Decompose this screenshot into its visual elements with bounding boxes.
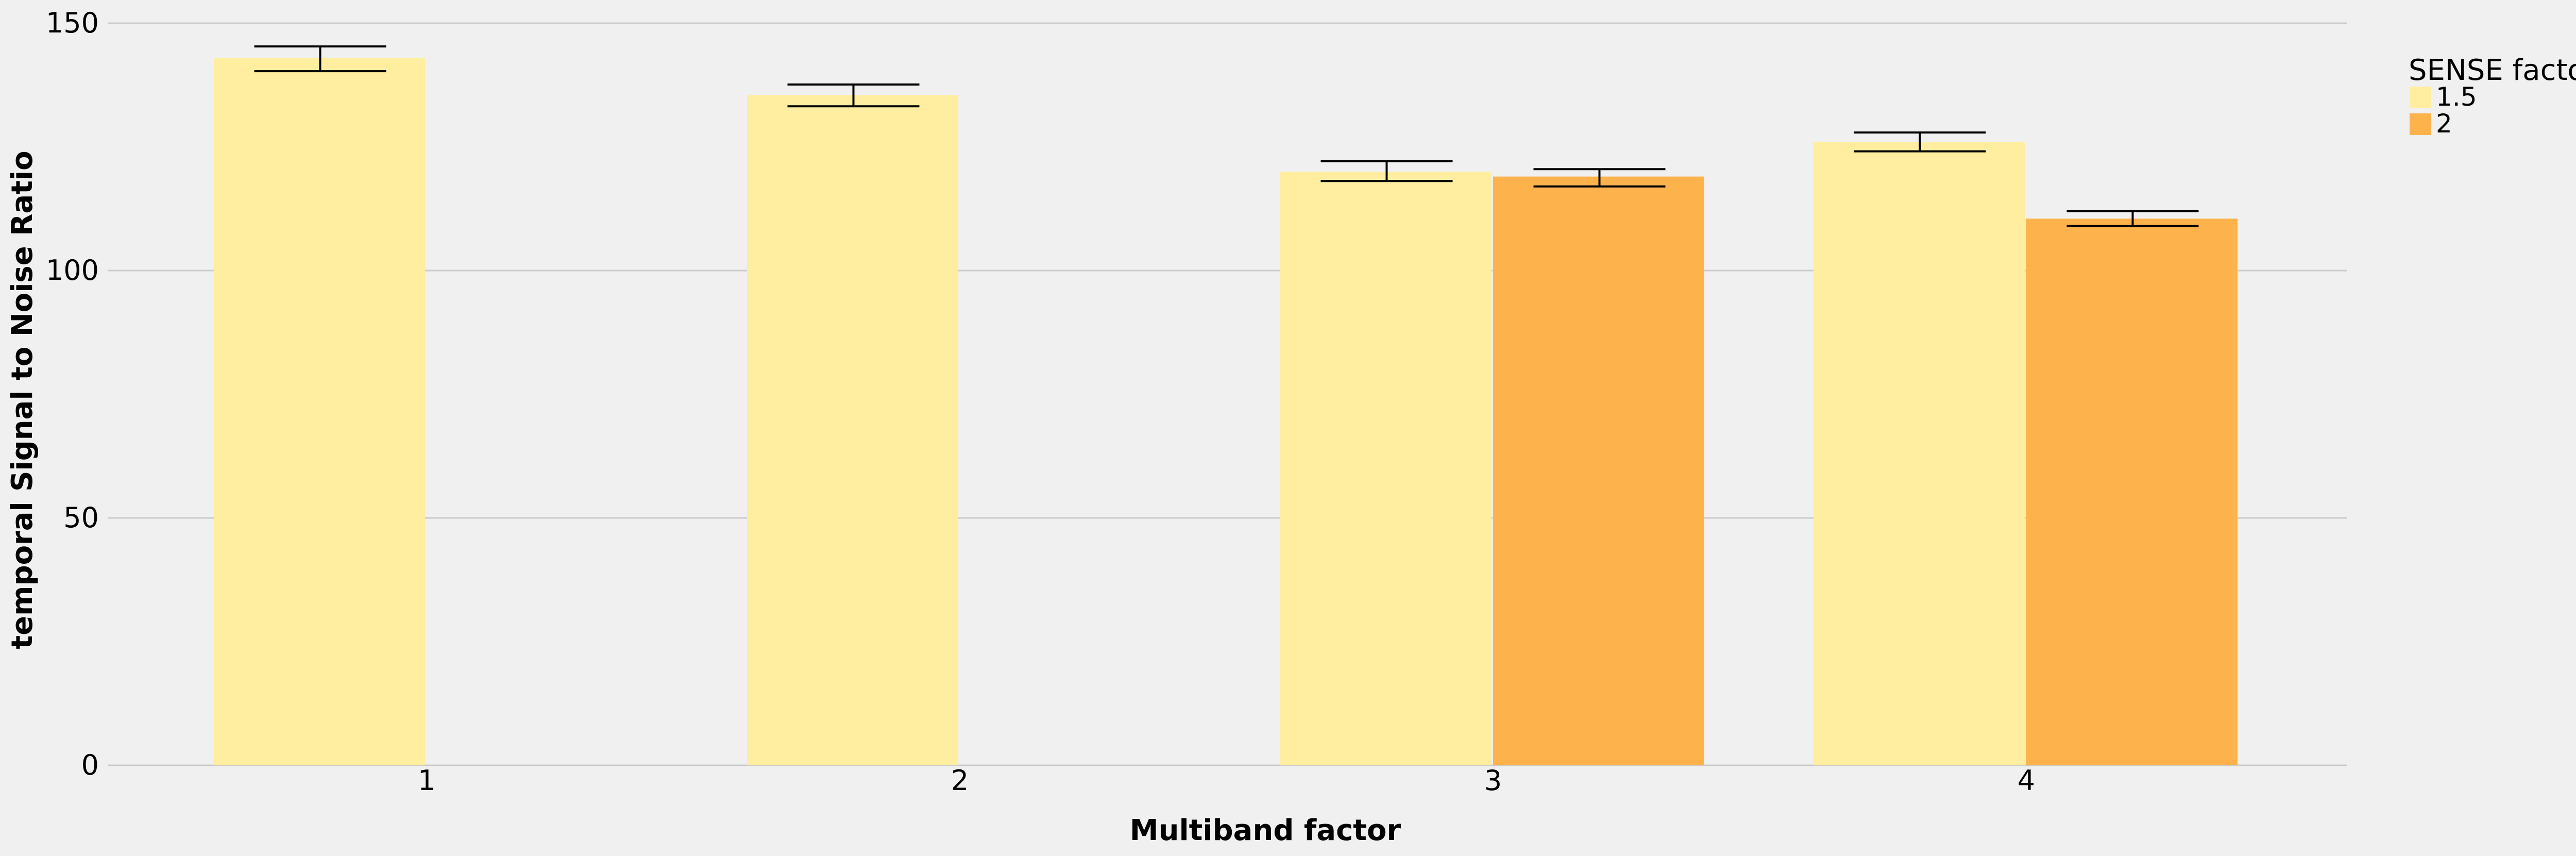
legend-swatch bbox=[2410, 113, 2431, 135]
bar bbox=[747, 95, 958, 766]
y-tick-label: 0 bbox=[81, 749, 99, 781]
x-tick-label: 3 bbox=[1484, 764, 1502, 797]
bar bbox=[214, 58, 425, 766]
legend-title: SENSE factor bbox=[2409, 54, 2576, 87]
legend-label: 1.5 bbox=[2436, 82, 2477, 112]
y-tick-label: 150 bbox=[46, 7, 99, 39]
y-tick-label: 50 bbox=[63, 501, 99, 534]
y-tick-labels: 0 50 100 150 bbox=[46, 7, 99, 781]
x-tick-label: 1 bbox=[418, 764, 435, 797]
error-bars bbox=[254, 45, 2199, 227]
x-tick-label: 2 bbox=[951, 764, 969, 797]
bar bbox=[1814, 142, 2025, 765]
x-tick-labels: 1 2 3 4 bbox=[418, 764, 2035, 797]
bars bbox=[214, 58, 2238, 766]
bar bbox=[1493, 176, 1704, 766]
legend-label: 2 bbox=[2436, 109, 2452, 139]
legend-swatch bbox=[2410, 87, 2431, 108]
legend: SENSE factor 1.52 bbox=[2409, 54, 2576, 139]
bar bbox=[1280, 172, 1492, 765]
bar bbox=[2026, 219, 2238, 766]
y-tick-label: 100 bbox=[46, 254, 99, 287]
y-axis-title: temporal Signal to Noise Ratio bbox=[6, 150, 39, 649]
x-axis-title: Multiband factor bbox=[1130, 814, 1401, 847]
x-tick-label: 4 bbox=[2018, 764, 2035, 797]
